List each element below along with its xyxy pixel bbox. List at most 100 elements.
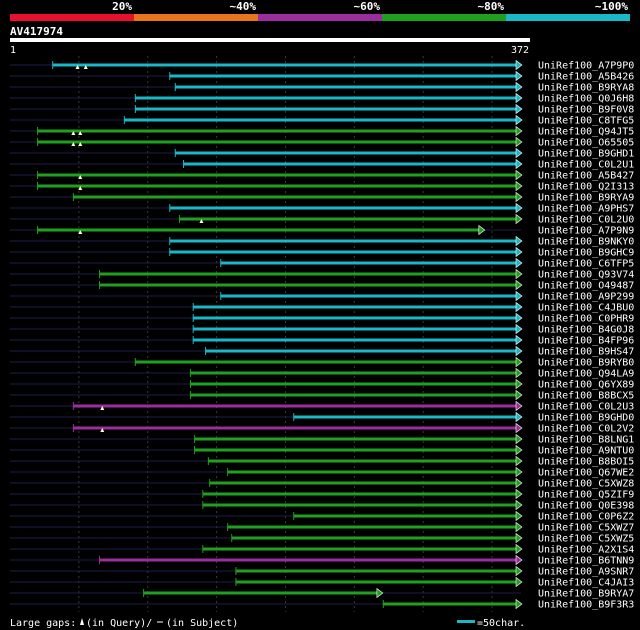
hit-label[interactable]: UniRef100_A7P9N9 <box>538 226 634 237</box>
hit-bar[interactable] <box>193 316 518 320</box>
hit-label[interactable]: UniRef100_B9GHC9 <box>538 248 634 259</box>
hit-bar[interactable] <box>169 250 517 254</box>
hit-label[interactable]: UniRef100_A2X1S4 <box>538 545 634 556</box>
hit-bar[interactable] <box>193 327 518 331</box>
hit-label[interactable]: UniRef100_Q0J6H8 <box>538 94 634 105</box>
hit-label[interactable]: UniRef100_B9NKY0 <box>538 237 634 248</box>
hit-bar[interactable] <box>231 536 518 540</box>
hit-label[interactable]: UniRef100_C0L2U0 <box>538 215 634 226</box>
hit-bar[interactable] <box>293 514 517 518</box>
hit-label[interactable]: UniRef100_A9NTU0 <box>538 446 634 457</box>
hit-bar[interactable] <box>52 63 517 67</box>
hit-bar[interactable] <box>135 360 517 364</box>
hit-bar[interactable] <box>73 426 517 430</box>
hit-bar[interactable] <box>143 591 378 595</box>
hit-bar[interactable] <box>190 371 517 375</box>
hit-bar[interactable] <box>202 547 517 551</box>
hit-bar[interactable] <box>209 481 517 485</box>
hit-label[interactable]: UniRef100_B9RYA8 <box>538 83 634 94</box>
hit-bar[interactable] <box>293 415 517 419</box>
hit-label[interactable]: UniRef100_B8BCX5 <box>538 391 634 402</box>
hit-label[interactable]: UniRef100_B9HS47 <box>538 347 634 358</box>
hit-label[interactable]: UniRef100_B6TNN9 <box>538 556 634 567</box>
hit-bar[interactable] <box>175 85 517 89</box>
hit-label[interactable]: UniRef100_A9PHS7 <box>538 204 634 215</box>
hit-bar[interactable] <box>175 151 517 155</box>
hit-bar[interactable] <box>220 261 518 265</box>
hit-label[interactable]: UniRef100_Q6YX89 <box>538 380 634 391</box>
hit-label[interactable]: UniRef100_A7P9P0 <box>538 61 634 72</box>
hit-bar[interactable] <box>227 470 518 474</box>
hit-bar[interactable] <box>194 448 517 452</box>
hit-label[interactable]: UniRef100_B4G0J8 <box>538 325 634 336</box>
hit-bar[interactable] <box>383 602 517 606</box>
hit-label[interactable]: UniRef100_A5B426 <box>538 72 634 83</box>
hit-label[interactable]: UniRef100_C0L2U1 <box>538 160 634 171</box>
hit-bar[interactable] <box>179 217 517 221</box>
hit-bar[interactable] <box>183 162 517 166</box>
hit-bar[interactable] <box>235 580 518 584</box>
hit-label[interactable]: UniRef100_Q0E398 <box>538 501 634 512</box>
hit-label[interactable]: UniRef100_O49487 <box>538 281 634 292</box>
hit-bar[interactable] <box>202 492 517 496</box>
hit-bar[interactable] <box>37 129 517 133</box>
hit-bar[interactable] <box>190 393 517 397</box>
hit-label[interactable]: UniRef100_Q94JT5 <box>538 127 634 138</box>
hit-bar[interactable] <box>208 459 517 463</box>
hit-bar[interactable] <box>205 349 517 353</box>
hit-bar[interactable] <box>235 569 518 573</box>
hit-label[interactable]: UniRef100_C0L2U3 <box>538 402 634 413</box>
hit-label[interactable]: UniRef100_C8TFG5 <box>538 116 634 127</box>
hit-label[interactable]: UniRef100_C4JBU0 <box>538 303 634 314</box>
hit-label[interactable]: UniRef100_B9F3R3 <box>538 600 634 611</box>
hit-bar[interactable] <box>73 195 517 199</box>
hit-label[interactable]: UniRef100_A5B427 <box>538 171 634 182</box>
hit-label[interactable]: UniRef100_C5XWZ7 <box>538 523 634 534</box>
hit-bar[interactable] <box>37 184 517 188</box>
hit-label[interactable]: UniRef100_C0L2V2 <box>538 424 634 435</box>
hit-label[interactable]: UniRef100_O65505 <box>538 138 634 149</box>
hit-label[interactable]: UniRef100_A9P299 <box>538 292 634 303</box>
hit-label[interactable]: UniRef100_C0P6Z2 <box>538 512 634 523</box>
hit-label[interactable]: UniRef100_C4JAI3 <box>538 578 634 589</box>
hit-label[interactable]: UniRef100_C5XWZ8 <box>538 479 634 490</box>
hit-label[interactable]: UniRef100_C0PHR9 <box>538 314 634 325</box>
hit-bar[interactable] <box>220 294 518 298</box>
hit-bar[interactable] <box>37 228 480 232</box>
hit-bar[interactable] <box>124 118 518 122</box>
hit-label[interactable]: UniRef100_C5XWZ5 <box>538 534 634 545</box>
hit-label[interactable]: UniRef100_C6TFP5 <box>538 259 634 270</box>
hit-label[interactable]: UniRef100_B9RYA9 <box>538 193 634 204</box>
hit-bar[interactable] <box>99 272 517 276</box>
hit-bar[interactable] <box>193 338 518 342</box>
hit-bar[interactable] <box>37 173 517 177</box>
hit-label[interactable]: UniRef100_Q67WE2 <box>538 468 634 479</box>
hit-label[interactable]: UniRef100_Q5ZIF9 <box>538 490 634 501</box>
hit-label[interactable]: UniRef100_B9F0V8 <box>538 105 634 116</box>
hit-bar[interactable] <box>135 96 517 100</box>
hit-bar[interactable] <box>99 283 517 287</box>
hit-label[interactable]: UniRef100_Q94LA9 <box>538 369 634 380</box>
hit-label[interactable]: UniRef100_B9GHD0 <box>538 413 634 424</box>
hit-label[interactable]: UniRef100_B8LNG1 <box>538 435 634 446</box>
hit-bar[interactable] <box>202 503 517 507</box>
hit-label[interactable]: UniRef100_A9SNR7 <box>538 567 634 578</box>
hit-bar[interactable] <box>194 437 517 441</box>
hit-bar[interactable] <box>37 140 517 144</box>
hit-label[interactable]: UniRef100_B9RYB0 <box>538 358 634 369</box>
hit-bar[interactable] <box>190 382 517 386</box>
hit-bar[interactable] <box>169 206 517 210</box>
hit-bar[interactable] <box>169 74 517 78</box>
hit-label[interactable]: UniRef100_B4FP96 <box>538 336 634 347</box>
hit-bar[interactable] <box>227 525 518 529</box>
hit-bar[interactable] <box>73 404 517 408</box>
hit-bar[interactable] <box>193 305 518 309</box>
hit-bar[interactable] <box>99 558 517 562</box>
hit-bar[interactable] <box>135 107 517 111</box>
hit-label[interactable]: UniRef100_Q93V74 <box>538 270 634 281</box>
hit-label[interactable]: UniRef100_B9GHD1 <box>538 149 634 160</box>
hit-bar[interactable] <box>169 239 517 243</box>
hit-label[interactable]: UniRef100_Q2I313 <box>538 182 634 193</box>
hit-label[interactable]: UniRef100_B9RYA7 <box>538 589 634 600</box>
hit-label[interactable]: UniRef100_B8BOI5 <box>538 457 634 468</box>
